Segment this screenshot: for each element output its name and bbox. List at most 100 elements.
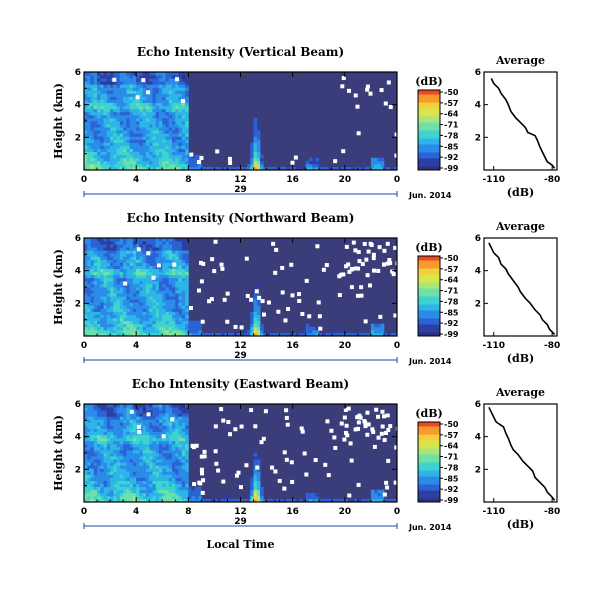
heatmap-cell: [162, 145, 166, 149]
heatmap-cell: [116, 287, 121, 291]
heatmap-cell: [139, 422, 144, 426]
heatmap-cell: [185, 413, 189, 417]
heatmap-cell: [119, 87, 124, 91]
heatmap-cell: [162, 102, 166, 107]
missing-data-cell: [317, 314, 322, 319]
heatmap-cell: [126, 111, 131, 116]
heatmap-cell: [165, 407, 170, 411]
heatmap-cell: [188, 320, 192, 325]
heatmap-cell: [106, 87, 111, 91]
heatmap-cell: [162, 84, 166, 88]
heatmap-cell: [175, 317, 179, 322]
heatmap-cell: [178, 241, 183, 245]
heatmap-cell: [250, 486, 254, 491]
heatmap-cell: [116, 117, 121, 122]
heatmap-cell: [136, 280, 140, 285]
heatmap-cell: [165, 290, 170, 294]
heatmap-cell: [155, 446, 160, 451]
heatmap-cell: [103, 489, 108, 494]
heatmap-cell: [181, 265, 186, 270]
missing-data-cell: [388, 260, 393, 265]
heatmap-cell: [162, 471, 166, 475]
heatmap-cell: [142, 314, 147, 319]
heatmap-cell: [194, 492, 199, 497]
heatmap-cell: [168, 428, 173, 432]
heatmap-cell: [172, 274, 176, 279]
heatmap-cell: [126, 253, 131, 257]
heatmap-cell: [145, 311, 150, 315]
heatmap-cell: [93, 259, 98, 263]
heatmap-cell: [100, 477, 104, 481]
heatmap-cell: [181, 320, 186, 325]
heatmap-cell: [260, 160, 264, 165]
heatmap-cell: [247, 498, 251, 503]
missing-data-cell: [190, 443, 195, 448]
heatmap-cell: [168, 265, 173, 270]
heatmap-cell: [145, 422, 150, 426]
heatmap-cell: [87, 151, 91, 156]
heatmap-cell: [106, 314, 111, 319]
heatmap-cell: [129, 477, 134, 481]
heatmap-cell: [93, 477, 98, 481]
heatmap-cell: [250, 329, 254, 334]
heatmap-cell: [256, 314, 261, 319]
heatmap-cell: [129, 262, 134, 266]
x-tick-label: 16: [286, 341, 299, 351]
heatmap-cell: [380, 326, 385, 331]
heatmap-cell: [132, 468, 137, 472]
heatmap-cell: [142, 114, 147, 119]
heatmap-cell: [181, 440, 186, 445]
heatmap-cell: [165, 416, 170, 420]
heatmap-cell: [158, 124, 163, 128]
heatmap-cell: [227, 498, 232, 503]
heatmap-cell: [106, 437, 111, 442]
heatmap-cell: [256, 139, 261, 143]
heatmap-cell: [374, 163, 378, 168]
heatmap-cell: [97, 305, 101, 309]
heatmap-cell: [93, 413, 98, 417]
heatmap-cell: [87, 446, 91, 451]
heatmap-cell: [185, 78, 189, 82]
heatmap-cell: [185, 108, 189, 113]
colorbar-segment: [418, 326, 440, 329]
heatmap-cells: [84, 72, 401, 171]
heatmap-cell: [178, 453, 183, 457]
heatmap-cell: [145, 425, 150, 429]
heatmap-cell: [178, 136, 183, 140]
heatmap-cell: [123, 323, 127, 328]
heatmap-cell: [93, 117, 98, 122]
heatmap-cell: [132, 453, 137, 457]
heatmap-cell: [139, 407, 144, 411]
heatmap-cell: [165, 492, 170, 497]
heatmap-cell: [90, 265, 95, 270]
heatmap-cell: [305, 323, 310, 328]
heatmap-cell: [318, 166, 323, 171]
heatmap-cell: [119, 244, 124, 248]
heatmap-cell: [132, 253, 137, 257]
heatmap-cell: [158, 163, 163, 168]
heatmap-cell: [149, 111, 153, 116]
missing-data-cell: [393, 245, 398, 250]
heatmap-cell: [178, 262, 183, 266]
heatmap-cell: [139, 154, 144, 159]
heatmap-cell: [110, 440, 114, 445]
missing-data-cell: [344, 244, 349, 249]
heatmap-cell: [162, 259, 166, 263]
heatmap-cell: [136, 410, 140, 414]
heatmap-cell: [100, 151, 104, 156]
heatmap-cell: [100, 253, 104, 257]
heatmap-cell: [136, 78, 140, 82]
heatmap-cell: [207, 332, 212, 337]
heatmap-cell: [100, 271, 104, 276]
heatmap-cell: [374, 492, 378, 497]
heatmap-cell: [84, 283, 88, 288]
heatmap-cell: [162, 81, 166, 85]
x-tick-label: 4: [133, 341, 139, 351]
heatmap-cell: [256, 299, 261, 303]
heatmap-cell: [103, 434, 108, 439]
heatmap-cell: [123, 305, 127, 309]
heatmap-cell: [155, 154, 160, 159]
heatmap-cell: [113, 486, 117, 491]
missing-data-cell: [245, 293, 250, 298]
heatmap-cell: [136, 93, 140, 97]
